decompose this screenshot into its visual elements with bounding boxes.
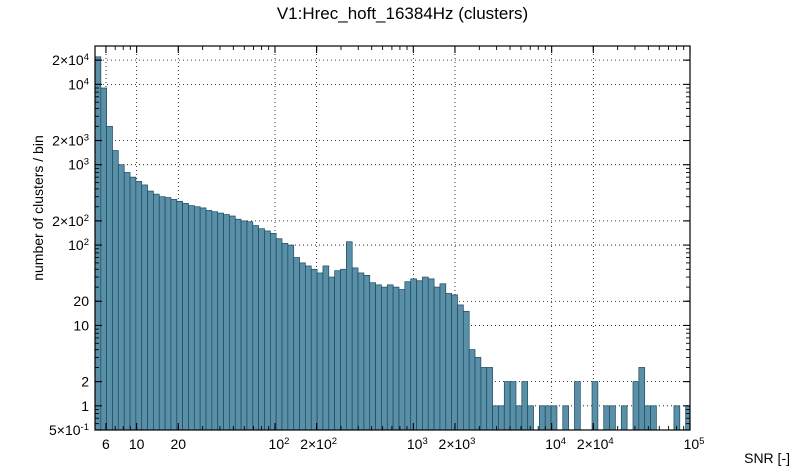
x-tick-label: 2×104 bbox=[577, 436, 614, 452]
x-tick-label: 103 bbox=[407, 436, 428, 452]
y-tick-label: 10 bbox=[73, 317, 89, 333]
y-tick-label: 2×104 bbox=[52, 52, 89, 68]
y-tick-label: 2 bbox=[81, 374, 89, 390]
x-tick-label: 2×102 bbox=[300, 436, 337, 452]
x-tick-label: 105 bbox=[684, 436, 705, 452]
x-tick-label: 6 bbox=[102, 436, 110, 452]
y-tick-label: 2×103 bbox=[52, 133, 89, 149]
histogram-bars bbox=[94, 56, 691, 431]
y-tick-label: 20 bbox=[73, 293, 89, 309]
y-tick-label: 102 bbox=[68, 237, 89, 253]
y-tick-label: 103 bbox=[68, 157, 89, 173]
x-axis-label: SNR [-] bbox=[744, 450, 790, 466]
x-tick-label: 10 bbox=[129, 436, 145, 452]
x-minor-ticks bbox=[95, 46, 690, 430]
plot-frame bbox=[94, 45, 691, 431]
x-tick-label: 2×103 bbox=[439, 436, 476, 452]
x-tick-label: 20 bbox=[170, 436, 186, 452]
y-tick-label: 2×102 bbox=[52, 213, 89, 229]
y-tick-label: 5×10-1 bbox=[49, 422, 89, 438]
x-tick-label: 104 bbox=[545, 436, 566, 452]
chart-title: V1:Hrec_hoft_16384Hz (clusters) bbox=[276, 4, 529, 23]
y-tick-label: 1 bbox=[81, 398, 89, 414]
y-tick-label: 104 bbox=[68, 76, 89, 92]
axis-ticks: 6 10 20 102 2×102 103 2×103 104 2×104 1055×10-112… bbox=[49, 46, 704, 452]
x-tick-label: 102 bbox=[269, 436, 290, 452]
